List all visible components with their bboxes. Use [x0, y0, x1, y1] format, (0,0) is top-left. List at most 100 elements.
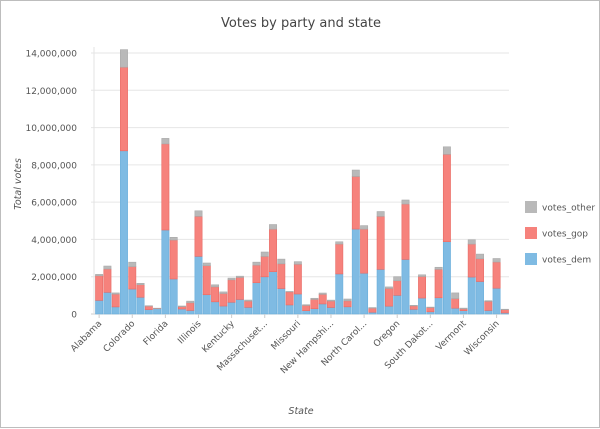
legend-item-votes_gop[interactable]: votes_gop	[525, 227, 588, 240]
legend-item-votes_dem[interactable]: votes_dem	[525, 253, 591, 266]
bar-votes_gop	[278, 264, 285, 289]
bar-votes_dem	[236, 299, 243, 314]
bar-votes_other	[369, 308, 376, 309]
bar-stack-louisiana	[236, 276, 243, 314]
bar-votes_gop	[485, 301, 492, 310]
bar-stack-new-jersey	[336, 242, 343, 314]
bar-stack-delaware	[145, 306, 152, 314]
bar-stack-kansas	[220, 292, 227, 314]
y-tick-label: 0	[71, 311, 77, 321]
bar-votes_dem	[410, 309, 417, 314]
bar-stack-rhode-island	[410, 305, 417, 314]
bar-votes_gop	[493, 262, 500, 288]
bar-votes_dem	[493, 288, 500, 314]
bar-votes_gop	[236, 277, 243, 299]
bar-votes_other	[203, 263, 210, 266]
bar-votes_dem	[311, 309, 318, 314]
bar-stack-florida	[162, 138, 169, 314]
bar-stack-michigan	[269, 225, 276, 314]
bar-votes_dem	[394, 295, 401, 314]
bar-votes_dem	[112, 307, 119, 314]
bar-votes_dem	[261, 277, 268, 314]
x-tick-label: Colorado	[102, 319, 138, 355]
bar-stack-missouri	[294, 262, 301, 314]
bar-votes_other	[485, 301, 492, 302]
bar-votes_other	[269, 225, 276, 230]
bar-votes_dem	[253, 283, 260, 314]
bar-votes_other	[278, 259, 285, 264]
bar-votes_gop	[319, 294, 326, 304]
bar-votes_dem	[336, 274, 343, 314]
bar-votes_gop	[220, 294, 227, 307]
y-axis-title: Total votes	[13, 158, 24, 210]
y-tick-label: 14,000,000	[25, 50, 77, 60]
x-tick-label: Wisconsin	[463, 319, 502, 358]
bar-stack-montana	[303, 305, 310, 314]
bar-votes_gop	[336, 244, 343, 274]
bar-votes_gop	[137, 285, 144, 298]
bar-votes_gop	[261, 256, 268, 276]
y-tick-label: 6,000,000	[31, 199, 77, 209]
bar-votes_other	[360, 226, 367, 230]
bar-stack-arizona	[104, 266, 111, 314]
bar-votes_dem	[228, 302, 235, 314]
bar-votes_other	[476, 254, 483, 259]
bar-votes_dem	[203, 295, 210, 314]
bar-votes_gop	[129, 267, 136, 289]
bar-stack-wyoming	[501, 309, 508, 314]
bar-votes_gop	[303, 305, 310, 310]
bar-votes_other	[96, 274, 103, 275]
bar-votes_other	[377, 212, 384, 217]
bar-votes_gop	[228, 280, 235, 302]
legend-item-votes_other[interactable]: votes_other	[525, 201, 595, 214]
bar-votes_gop	[195, 216, 202, 256]
bar-votes_other	[336, 242, 343, 244]
bar-votes_other	[253, 262, 260, 265]
bar-votes_other	[137, 283, 144, 284]
bar-votes_gop	[402, 204, 409, 259]
bar-stack-mississippi	[286, 291, 293, 314]
bar-stack-hawaii	[178, 306, 185, 314]
bar-stack-vermont	[460, 308, 467, 314]
bar-stack-oklahoma	[385, 287, 392, 314]
bar-votes_gop	[369, 308, 376, 312]
bar-votes_gop	[253, 265, 260, 283]
bar-votes_dem	[178, 309, 185, 314]
y-tick-label: 10,000,000	[25, 124, 77, 134]
bar-votes_other	[195, 211, 202, 217]
bar-votes_gop	[410, 306, 417, 309]
bar-votes_dem	[153, 309, 160, 314]
bar-stack-washington	[476, 254, 483, 314]
bar-votes_other	[311, 298, 318, 299]
bar-votes_gop	[162, 144, 169, 230]
x-tick-label: Alabama	[69, 319, 104, 354]
bar-votes_gop	[360, 229, 367, 273]
y-tick-label: 8,000,000	[31, 161, 77, 171]
bar-stack-new-york	[352, 170, 359, 314]
bar-votes_dem	[460, 311, 467, 314]
bar-stack-arkansas	[112, 293, 119, 314]
legend-label: votes_dem	[542, 256, 591, 266]
bar-stack-iowa	[211, 285, 218, 314]
y-tick-label: 2,000,000	[31, 273, 77, 283]
bar-votes_other	[220, 292, 227, 294]
bar-stack-south-dakota	[427, 307, 434, 314]
bar-stack-massachusetts	[261, 252, 268, 314]
bar-votes_dem	[245, 307, 252, 314]
bar-stack-california	[120, 50, 127, 314]
y-tick-label: 4,000,000	[31, 236, 77, 246]
x-tick-label: Oregon	[372, 319, 402, 349]
bar-stack-connecticut	[137, 283, 144, 314]
bar-stack-maine	[245, 300, 252, 314]
bar-stack-minnesota	[278, 259, 285, 314]
legend-label: votes_other	[542, 204, 595, 214]
bar-votes_dem	[402, 259, 409, 314]
bar-votes_other	[402, 200, 409, 204]
bar-stack-colorado	[129, 262, 136, 314]
bar-votes_gop	[443, 154, 450, 241]
bar-stack-tennessee	[435, 267, 442, 314]
bar-stack-new-hampshire	[327, 300, 334, 314]
bar-votes_dem	[377, 269, 384, 314]
bar-votes_dem	[327, 307, 334, 314]
